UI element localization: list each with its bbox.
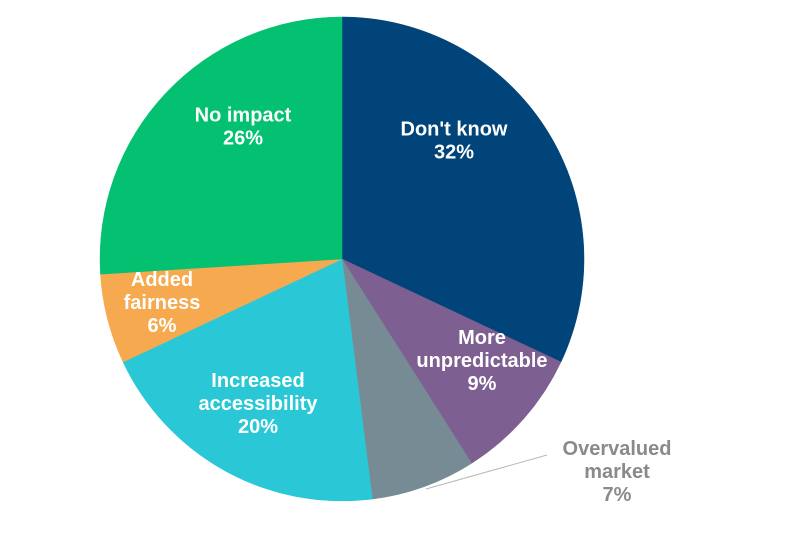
pie-slice-overvalued-market [341,258,473,500]
leader-lines-layer [425,454,548,490]
pie-slice-don-t-know [341,16,585,363]
slice-label-more-unpredictable: More unpredictable 9% [416,327,547,395]
slice-value-label: 32% [434,142,474,164]
leader-line-overvalued-market [425,454,548,490]
slice-value-label: 9% [468,373,497,395]
labels-layer: Don't know 32%More unpredictable 9%Overvalu… [124,105,672,507]
slice-value-label: 20% [238,416,278,438]
slice-value-label: 7% [603,484,632,506]
slice-label-added-fairness: Added fairness 6% [124,269,201,337]
pie-slice-more-unpredictable [341,258,562,464]
pie-slice-increased-accessibility [122,258,373,502]
slice-category-label: No impact [195,105,292,127]
slice-category-label: Increased [211,370,304,392]
slice-label-don-t-know: Don't know 32% [401,119,508,164]
slice-label-overvalued-market: Overvalued market 7% [563,438,672,506]
slice-category-label: unpredictable [416,350,547,372]
slice-category-label: Overvalued [563,438,672,460]
slices-layer [99,16,585,502]
slice-label-increased-accessibility: Increased accessibility 20% [199,370,319,438]
slice-label-no-impact: No impact 26% [195,105,292,150]
slice-category-label: More [458,327,506,349]
slice-category-label: fairness [124,292,201,314]
pie-slice-no-impact [99,16,343,275]
slice-value-label: 6% [148,315,177,337]
slice-value-label: 26% [223,128,263,150]
slice-category-label: market [584,461,650,483]
slice-category-label: accessibility [199,393,319,415]
slice-category-label: Don't know [401,119,508,141]
slice-category-label: Added [131,269,193,291]
